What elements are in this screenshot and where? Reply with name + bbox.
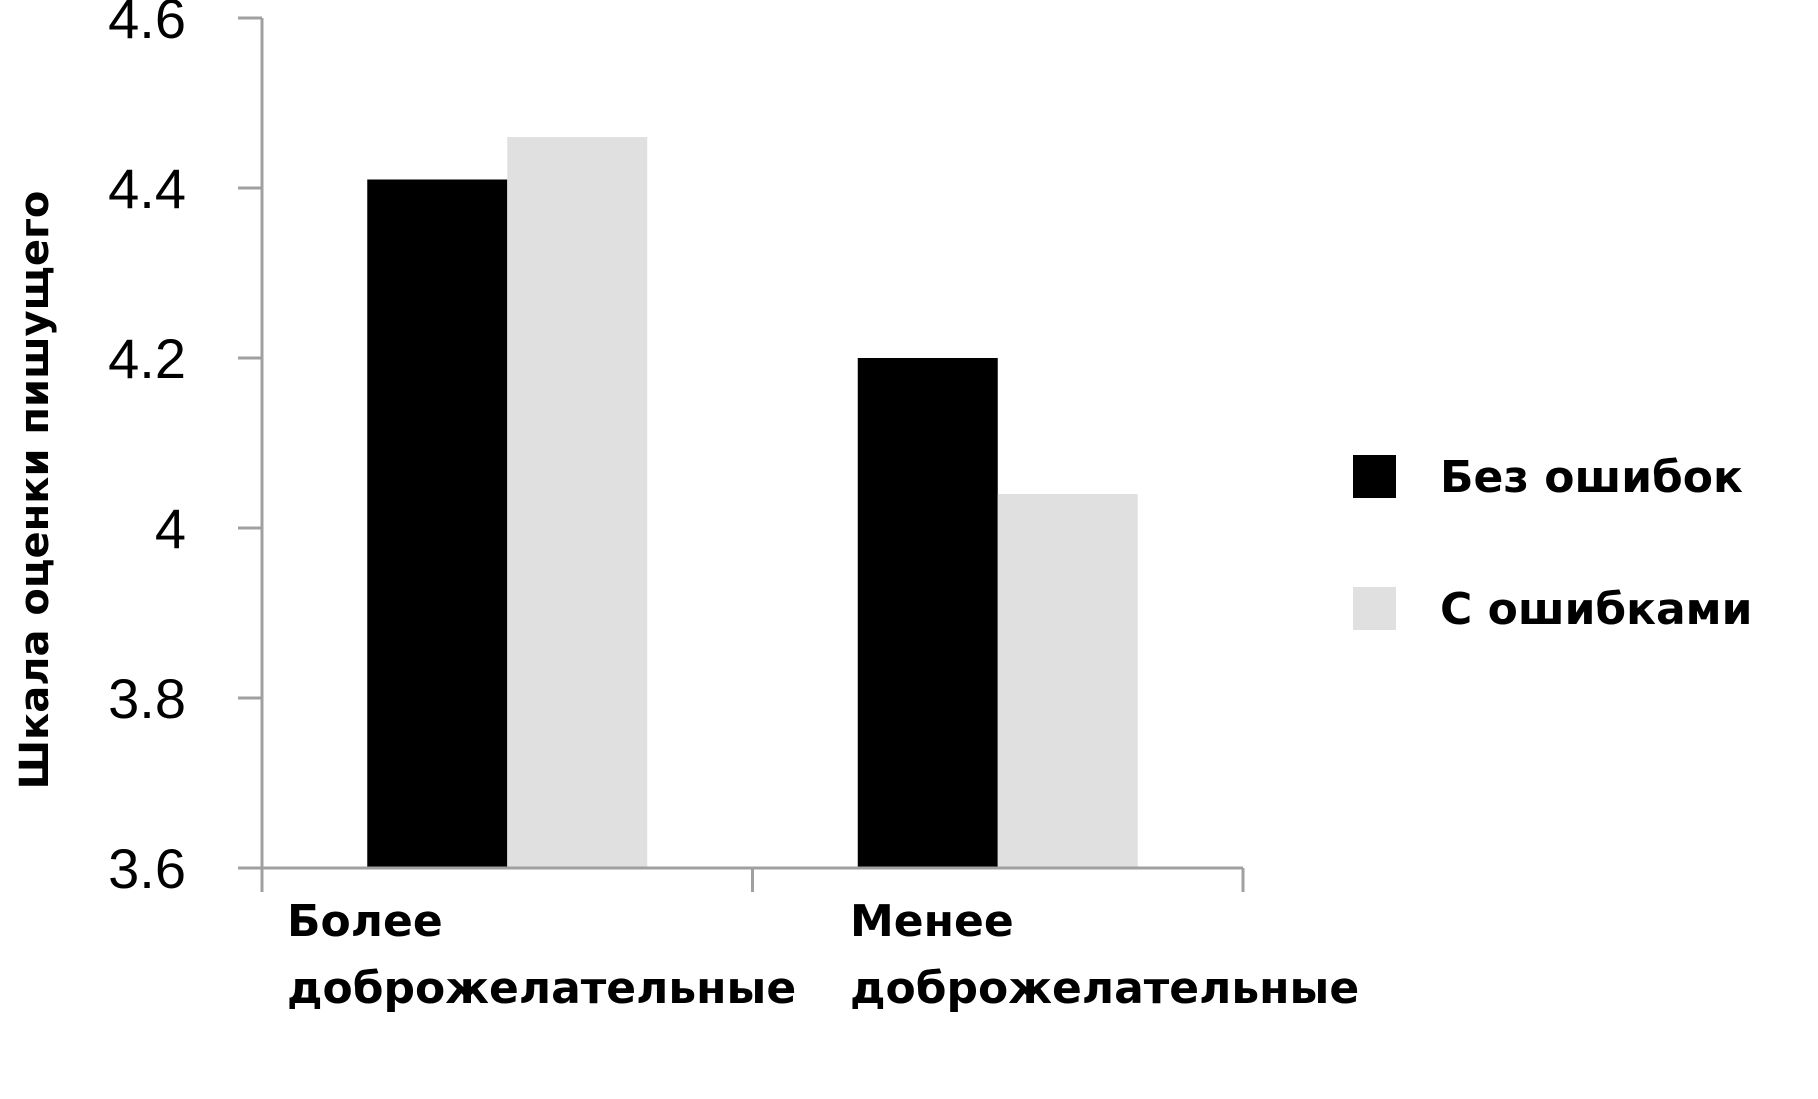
y-tick-label: 4.4	[108, 157, 186, 220]
x-tick-label: Менее	[850, 896, 1014, 947]
y-tick-label: 3.8	[108, 667, 186, 730]
bar-no-errors	[857, 358, 998, 868]
legend-label: Без ошибок	[1440, 452, 1743, 503]
y-tick-label: 3.6	[108, 837, 186, 900]
legend: Без ошибок С ошибками	[1353, 452, 1752, 635]
x-tick-label: Более	[287, 896, 443, 947]
legend-swatch	[1353, 455, 1396, 498]
bar-with-errors	[997, 494, 1138, 868]
bars	[367, 137, 1138, 868]
axes	[260, 18, 1245, 892]
legend-label: С ошибками	[1440, 584, 1752, 635]
y-tick-label: 4.6	[108, 0, 186, 50]
y-tick-label: 4.2	[108, 327, 186, 390]
y-axis-label: Шкала оценки пишущего	[12, 191, 58, 790]
x-tick-label: доброжелательные	[287, 963, 796, 1014]
bar-no-errors	[367, 179, 508, 868]
y-tick-label: 4	[155, 497, 186, 560]
x-tick-label: доброжелательные	[850, 963, 1359, 1014]
legend-swatch	[1353, 587, 1396, 630]
bar-with-errors	[507, 137, 648, 868]
x-axis-labels: Более доброжелательные Менее доброжелательн…	[287, 896, 1359, 1014]
y-axis-ticks: 3.6 3.8 4 4.2 4.4 4.6	[108, 0, 262, 900]
